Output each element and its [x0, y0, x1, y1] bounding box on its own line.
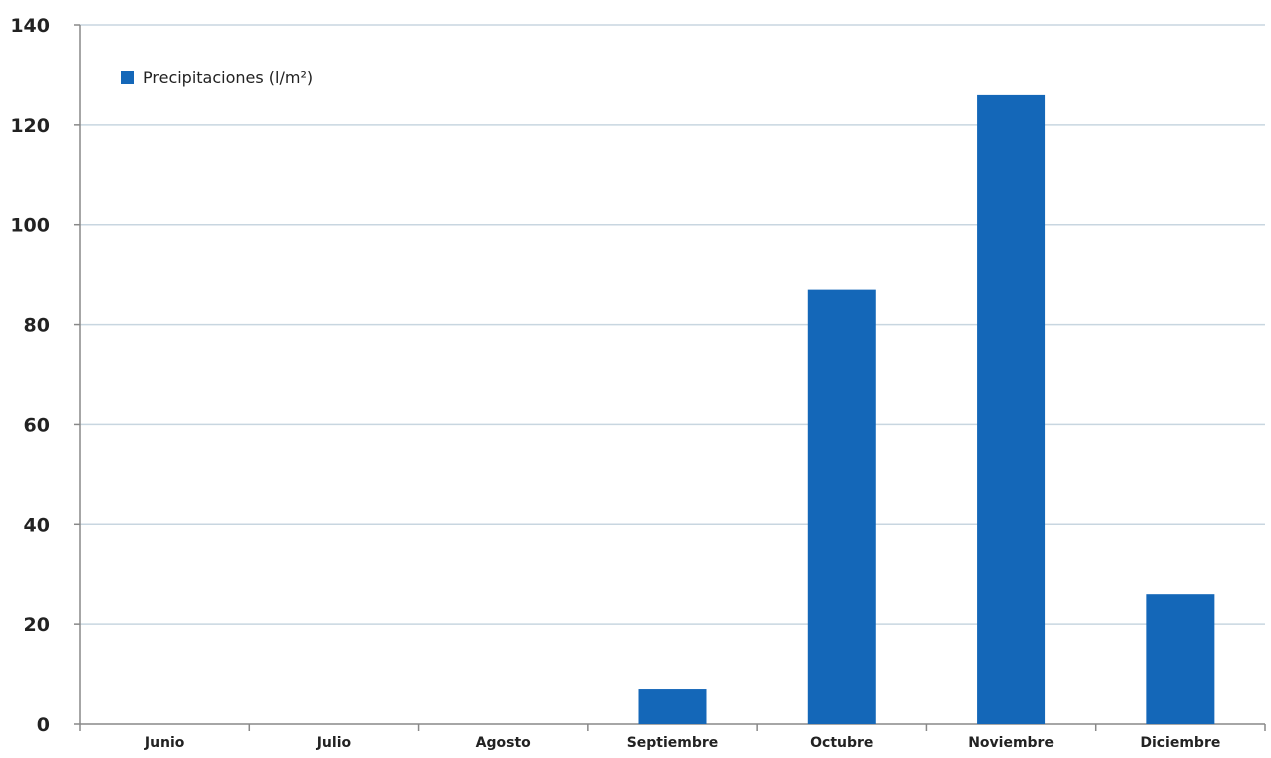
x-tick-label: Noviembre — [968, 735, 1054, 751]
bar-diciembre — [1146, 594, 1215, 724]
y-tick-label: 120 — [10, 115, 50, 137]
x-axis-ticks: Junio Julio Agosto Septiembre Octubre Noviemb… — [144, 735, 1221, 751]
x-tick-label: Agosto — [476, 735, 532, 751]
y-tick-label: 100 — [10, 215, 50, 237]
y-tick-label: 40 — [24, 514, 50, 536]
x-tick-label: Junio — [144, 735, 185, 751]
bar-septiembre — [638, 689, 707, 724]
legend: Precipitaciones (l/m²) — [121, 68, 313, 87]
y-tick-label: 80 — [24, 315, 50, 337]
axes — [74, 24, 1266, 731]
legend-label: Precipitaciones (l/m²) — [143, 68, 313, 87]
bar-octubre — [807, 289, 876, 724]
y-tick-label: 60 — [24, 414, 50, 436]
gridlines — [80, 24, 1265, 625]
y-tick-label: 20 — [24, 614, 50, 636]
x-tick-label: Julio — [316, 735, 352, 751]
y-axis-ticks: 0 20 40 60 80 100 120 140 — [10, 15, 50, 736]
bars — [638, 94, 1215, 724]
y-tick-label: 140 — [10, 15, 50, 37]
y-tick-label: 0 — [37, 714, 50, 736]
x-tick-label: Septiembre — [627, 735, 719, 751]
bar-noviembre — [977, 94, 1046, 724]
x-tick-label: Diciembre — [1140, 735, 1220, 751]
legend-swatch — [121, 71, 134, 84]
x-tick-label: Octubre — [810, 735, 873, 751]
